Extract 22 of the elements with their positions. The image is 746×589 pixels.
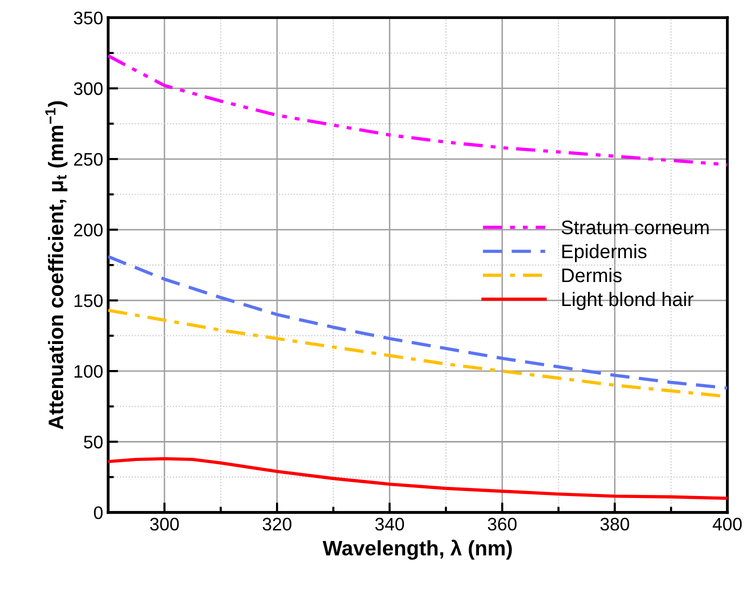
- x-tick-label: 340: [375, 518, 404, 531]
- y-tick-label: 50: [84, 436, 103, 448]
- y-tick-label: 150: [74, 294, 103, 308]
- x-axis-title: Wavelength, λ (nm): [322, 540, 512, 560]
- y-tick-label: 250: [74, 152, 103, 166]
- y-axis-title: Attenuation coefficient, μ$_{t}$ (mm$^{−1}$): [45, 101, 68, 430]
- y-tick-label: 300: [74, 82, 103, 96]
- legend-label: Dermis: [562, 268, 622, 282]
- x-tick-label: 300: [150, 518, 179, 531]
- x-tick-label: 360: [488, 518, 517, 531]
- y-tick-label: 200: [74, 224, 103, 236]
- x-tick-label: 320: [262, 518, 292, 531]
- x-tick-label: 400: [712, 518, 742, 531]
- legend-label: Stratum corneum: [562, 220, 709, 234]
- legend-label: Epidermis: [562, 244, 646, 262]
- x-tick-label: 380: [600, 518, 630, 531]
- y-tick-label: 350: [74, 12, 103, 24]
- line-series: [108, 457, 728, 500]
- y-tick-label: 0: [94, 506, 103, 520]
- legend-label: Light blond hair: [562, 292, 694, 310]
- line-series: [108, 54, 728, 166]
- y-tick-label: 100: [74, 365, 103, 378]
